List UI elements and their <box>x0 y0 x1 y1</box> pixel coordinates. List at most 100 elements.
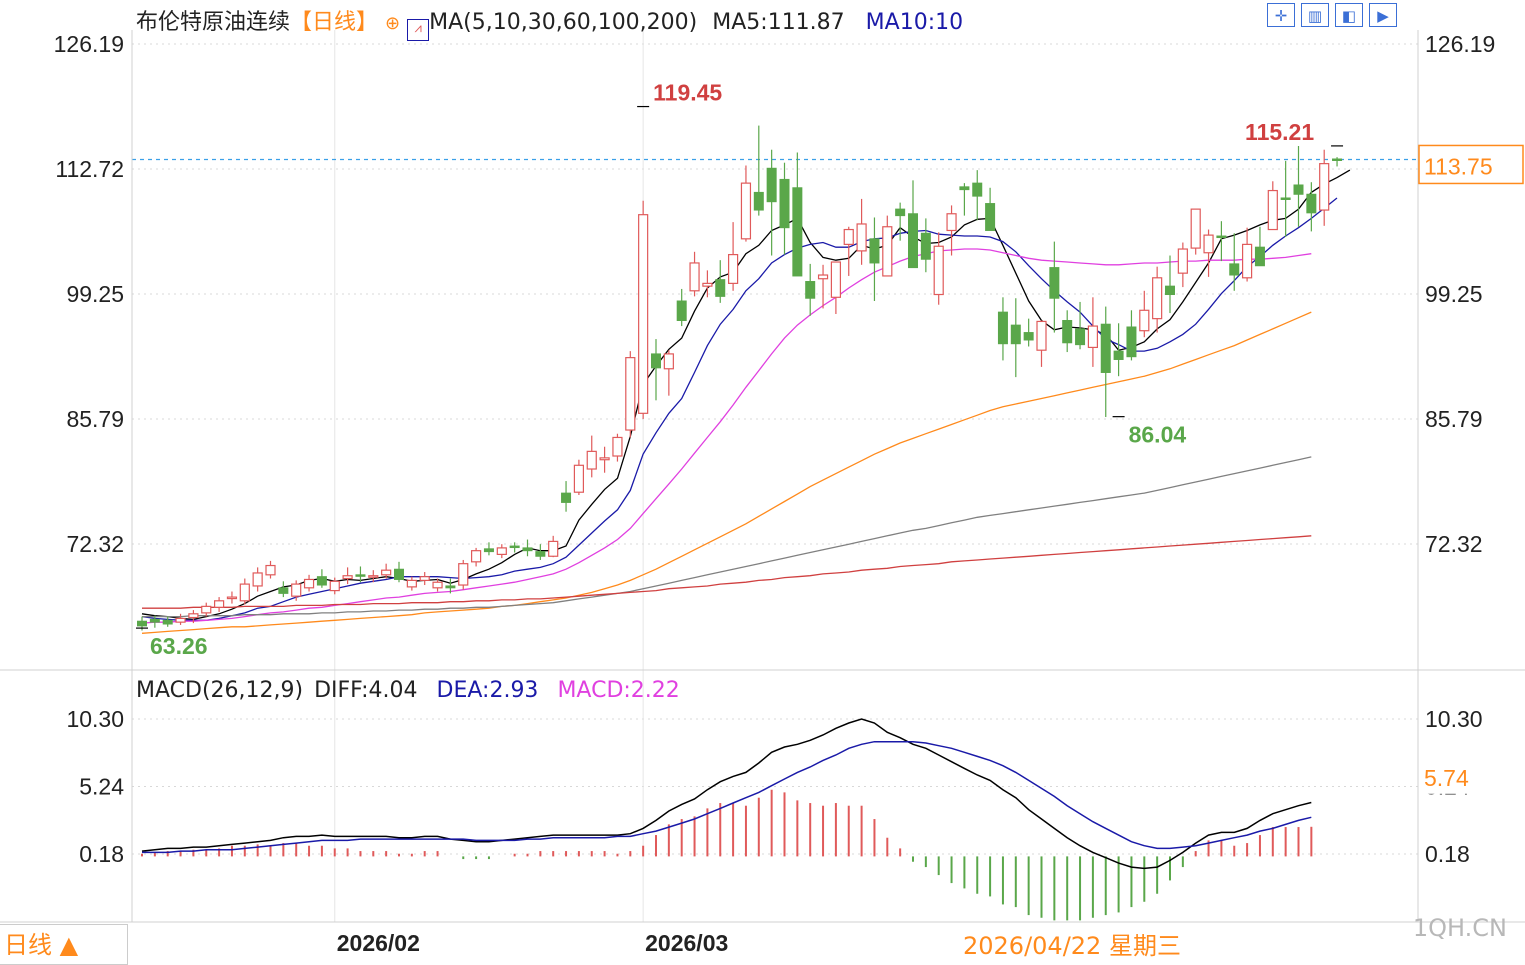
candle-body-up <box>175 617 186 623</box>
candle-body-down <box>766 167 777 203</box>
candle <box>483 542 494 556</box>
candle <box>1229 233 1240 291</box>
candle <box>1126 310 1137 361</box>
time-tick-label: 2026/02 <box>337 930 420 956</box>
candle-body-down <box>908 213 918 269</box>
candle <box>188 610 199 624</box>
macd-label: MACD(26,12,9) <box>136 678 304 703</box>
macd-header: MACD(26,12,9) DIFF:4.04 DEA:2.93 MACD:2.… <box>136 678 680 703</box>
candle-body-down <box>1254 246 1265 267</box>
candle <box>496 544 507 559</box>
candle-body-up <box>830 261 842 298</box>
period-button[interactable]: 日线 ▲ <box>0 924 128 965</box>
price-annotations: 119.45 115.21 86.04 63.26 <box>136 80 1344 659</box>
candle-body-up <box>265 564 276 576</box>
candle <box>1190 208 1201 255</box>
candle <box>432 578 443 592</box>
ma-line-ma60 <box>141 311 1312 634</box>
min-price-label: 63.26 <box>150 633 208 659</box>
candle <box>727 222 739 291</box>
candle <box>278 581 289 598</box>
candle-body-up <box>1036 320 1047 351</box>
bar-chart-icon[interactable]: ▥ <box>1301 3 1329 27</box>
candle <box>1075 301 1086 350</box>
candle <box>663 350 674 396</box>
candle <box>1319 149 1330 226</box>
candle-body-down <box>972 182 983 197</box>
candle-body-down <box>715 279 726 297</box>
candle <box>445 578 456 594</box>
period-tag[interactable]: 【日线】 <box>290 10 379 35</box>
candle-body-down <box>355 574 366 577</box>
current-macd-value: 5.74 <box>1424 765 1469 791</box>
candle-body-up <box>381 569 392 576</box>
candle <box>1087 297 1099 367</box>
candle <box>1203 229 1214 277</box>
ma-params-label: MA(5,10,30,60,100,200) <box>429 10 698 35</box>
candle <box>548 535 559 558</box>
candle <box>779 162 790 255</box>
candle-body-up <box>419 576 430 581</box>
candle <box>406 576 417 591</box>
candle-body-up <box>817 274 829 280</box>
price-tick-left: 99.25 <box>66 281 124 307</box>
candle <box>895 202 906 241</box>
candle <box>471 547 482 567</box>
candle-body-down <box>1229 263 1240 276</box>
diff-value: DIFF:4.04 <box>314 678 418 703</box>
price-tick-left: 85.79 <box>66 406 124 432</box>
candle-body-down <box>1049 267 1060 299</box>
ma-indicator-icon[interactable]: ⩘ <box>407 19 430 41</box>
current-price-value: 113.75 <box>1424 153 1493 179</box>
candle <box>509 542 520 553</box>
candle <box>908 180 918 269</box>
candle <box>561 481 572 512</box>
candle-body-down <box>985 203 996 231</box>
candle-body-up <box>406 579 417 588</box>
candle-body-down <box>1165 285 1175 296</box>
crosshair-icon[interactable]: ✛ <box>1267 3 1295 27</box>
candle-body-up <box>933 245 944 296</box>
candle <box>612 433 623 462</box>
candle-body-down <box>920 232 931 260</box>
candle-body-down <box>149 618 160 623</box>
candle-body-up <box>856 223 867 252</box>
moving-average-lines <box>141 169 1351 634</box>
play-forward-icon[interactable]: ▶ <box>1369 3 1397 27</box>
candle <box>329 577 340 595</box>
candle-body-up <box>638 214 649 414</box>
candle <box>316 569 327 588</box>
candle <box>1010 298 1021 378</box>
candle-body-up <box>291 583 302 597</box>
current-price-tag <box>1418 144 1524 185</box>
candle-body-up <box>663 353 674 370</box>
candle <box>1049 241 1060 333</box>
candle-body-up <box>599 457 610 461</box>
candle <box>676 288 687 327</box>
add-indicator-icon[interactable]: ⊕ <box>385 13 401 34</box>
candle <box>1152 266 1163 333</box>
candle-body-up <box>303 578 315 589</box>
candle-body-up <box>625 357 636 431</box>
candle-body-down <box>561 492 572 503</box>
ma-line-ma100 <box>142 456 1312 618</box>
candle <box>303 574 315 592</box>
candle-body-down <box>394 568 404 580</box>
play-back-icon[interactable]: ◧ <box>1335 3 1363 27</box>
candle <box>985 187 996 231</box>
price-tick-right: 99.25 <box>1425 281 1483 307</box>
candle <box>535 544 546 560</box>
candle-body-up <box>1319 163 1330 211</box>
price-tick-left: 126.19 <box>54 31 124 57</box>
candle <box>419 572 430 586</box>
candle <box>805 263 816 316</box>
price-tick-right: 126.19 <box>1425 31 1495 57</box>
candle-body-up <box>946 213 957 232</box>
date-tooltip-text: 2026/04/22 星期三 <box>963 932 1181 960</box>
ma-line-ma200 <box>142 535 1312 609</box>
candle-body-up <box>727 253 739 284</box>
candle <box>959 183 970 216</box>
candle-body-down <box>162 619 173 625</box>
candle <box>394 561 404 583</box>
